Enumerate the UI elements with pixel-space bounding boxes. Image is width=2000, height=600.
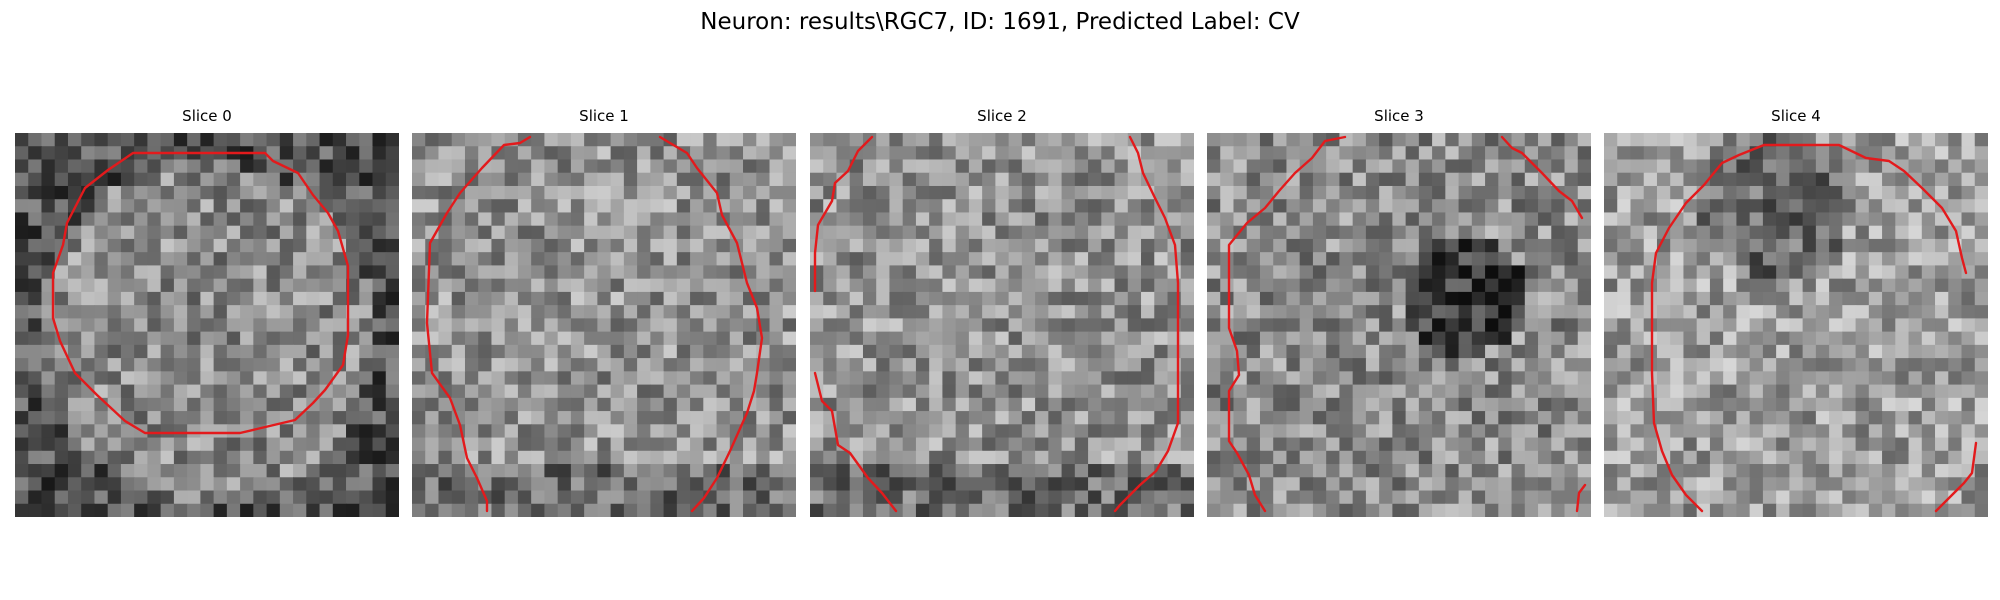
cell-contour bbox=[1575, 483, 1587, 513]
slice-title: Slice 3 bbox=[1374, 107, 1424, 125]
cell-contour bbox=[51, 151, 350, 435]
cell-contour bbox=[813, 371, 898, 513]
slice-image-2 bbox=[810, 133, 1194, 517]
cell-contour bbox=[1934, 441, 1978, 513]
slice-title: Slice 2 bbox=[977, 107, 1027, 125]
slice-image-4 bbox=[1604, 133, 1988, 517]
cell-contour bbox=[1500, 135, 1584, 220]
slice-image-1 bbox=[412, 133, 796, 517]
cell-contour bbox=[1113, 135, 1180, 513]
cell-contour bbox=[1227, 135, 1347, 513]
slice-image-3 bbox=[1207, 133, 1591, 517]
slice-title: Slice 1 bbox=[579, 107, 629, 125]
cell-contour bbox=[425, 135, 532, 513]
cell-contour bbox=[658, 135, 764, 513]
figure-title: Neuron: results\RGC7, ID: 1691, Predicte… bbox=[700, 9, 1300, 35]
cell-contour bbox=[1650, 143, 1968, 513]
slice-title: Slice 4 bbox=[1771, 107, 1821, 125]
cell-contour bbox=[813, 135, 874, 293]
slice-image-0 bbox=[15, 133, 399, 517]
slice-title: Slice 0 bbox=[182, 107, 232, 125]
